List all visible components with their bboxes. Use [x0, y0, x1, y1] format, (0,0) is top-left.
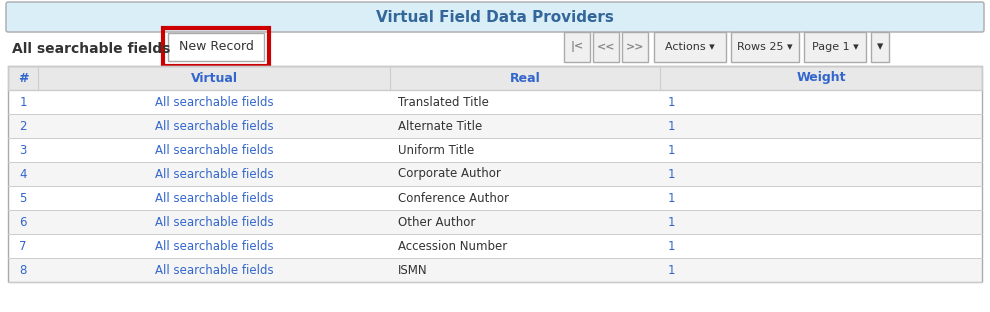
Text: 1: 1 [668, 264, 675, 276]
Text: 1: 1 [668, 192, 675, 204]
Text: All searchable fields: All searchable fields [154, 264, 273, 276]
Text: 1: 1 [668, 240, 675, 252]
Bar [8, 162, 982, 186]
Text: 2: 2 [19, 119, 27, 133]
Text: #: # [18, 71, 29, 85]
Text: <<: << [597, 42, 615, 52]
Text: 1: 1 [668, 119, 675, 133]
Text: 1: 1 [668, 168, 675, 181]
Bar [564, 32, 590, 62]
Text: All searchable fields: All searchable fields [12, 42, 170, 56]
FancyBboxPatch shape [6, 2, 984, 32]
Bar [8, 138, 982, 162]
Text: Other Author: Other Author [398, 216, 475, 228]
Text: ▾: ▾ [877, 41, 883, 53]
Text: Virtual: Virtual [190, 71, 238, 85]
Text: 5: 5 [20, 192, 27, 204]
Text: Conference Author: Conference Author [398, 192, 509, 204]
Bar [8, 186, 982, 210]
Bar [8, 234, 982, 258]
Text: All searchable fields: All searchable fields [154, 192, 273, 204]
Text: Real: Real [510, 71, 541, 85]
Text: 4: 4 [19, 168, 27, 181]
Text: |<: |< [570, 41, 584, 52]
Text: Rows 25 ▾: Rows 25 ▾ [738, 42, 793, 52]
Text: 1: 1 [668, 144, 675, 157]
Bar [731, 32, 799, 62]
Bar [8, 114, 982, 138]
Text: 3: 3 [20, 144, 27, 157]
Text: 1: 1 [19, 95, 27, 109]
Text: >>: >> [626, 42, 644, 52]
Text: 1: 1 [668, 95, 675, 109]
Text: All searchable fields: All searchable fields [154, 240, 273, 252]
Bar [8, 258, 982, 282]
Bar [654, 32, 726, 62]
Text: All searchable fields: All searchable fields [154, 216, 273, 228]
Bar [168, 33, 264, 61]
Text: Translated Title: Translated Title [398, 95, 489, 109]
Bar [593, 32, 619, 62]
Text: 1: 1 [668, 216, 675, 228]
Text: 6: 6 [19, 216, 27, 228]
Text: All searchable fields: All searchable fields [154, 95, 273, 109]
Bar [8, 90, 982, 114]
Text: Corporate Author: Corporate Author [398, 168, 501, 181]
Text: Alternate Title: Alternate Title [398, 119, 482, 133]
Bar [804, 32, 866, 62]
Text: Accession Number: Accession Number [398, 240, 507, 252]
Bar [871, 32, 889, 62]
Bar [163, 28, 269, 66]
Text: All searchable fields: All searchable fields [154, 144, 273, 157]
Bar [8, 210, 982, 234]
Text: All searchable fields: All searchable fields [154, 119, 273, 133]
Text: 8: 8 [20, 264, 27, 276]
Bar [622, 32, 648, 62]
Text: Page 1 ▾: Page 1 ▾ [812, 42, 858, 52]
Text: Weight: Weight [796, 71, 845, 85]
Text: All searchable fields: All searchable fields [154, 168, 273, 181]
Bar [8, 66, 982, 90]
Text: Virtual Field Data Providers: Virtual Field Data Providers [376, 9, 614, 25]
Text: Uniform Title: Uniform Title [398, 144, 474, 157]
Bar [8, 66, 982, 282]
Text: 7: 7 [19, 240, 27, 252]
Text: New Record: New Record [178, 41, 253, 53]
Text: ISMN: ISMN [398, 264, 428, 276]
Text: Actions ▾: Actions ▾ [665, 42, 715, 52]
